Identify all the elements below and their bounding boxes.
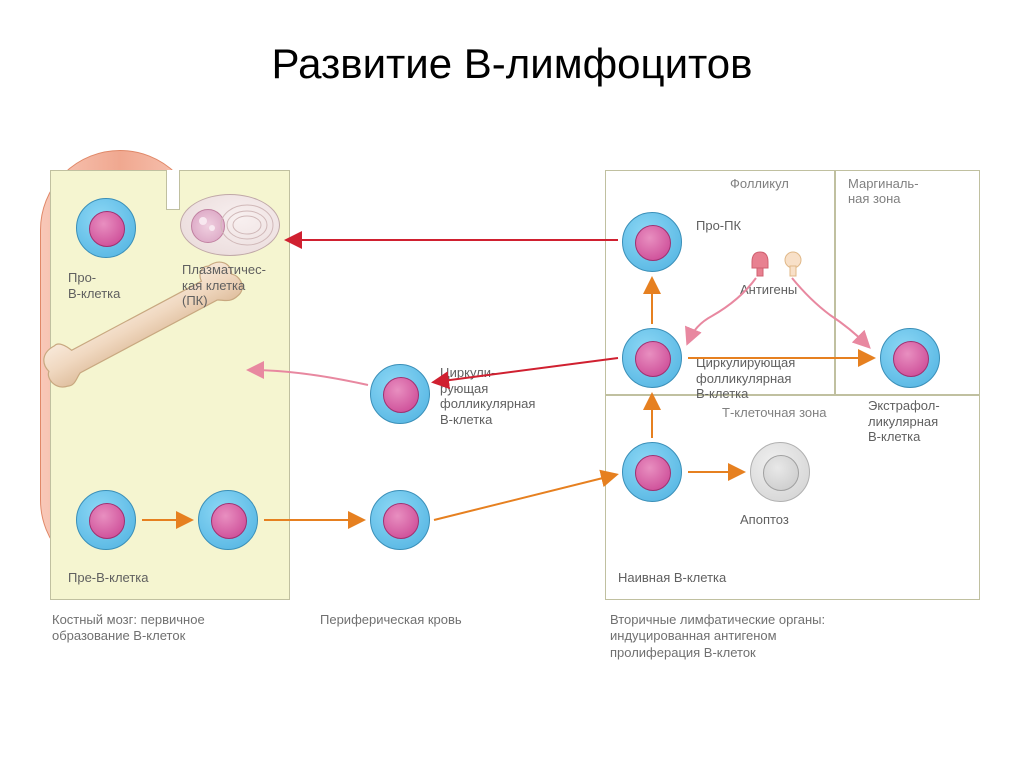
label-pro-b: Про- В-клетка — [68, 270, 120, 301]
label-extrafoll: Экстрафол- ликулярная В-клетка — [868, 398, 940, 445]
cell-pre-b-2 — [198, 490, 258, 550]
antigen-2-icon — [782, 250, 804, 283]
cell-pro-pk — [622, 212, 682, 272]
cell-pre-b-1 — [76, 490, 136, 550]
caption-blood: Периферическая кровь — [320, 612, 462, 628]
label-marginal: Маргиналь- ная зона — [848, 176, 919, 206]
label-pre-b: Пре-В-клетка — [68, 570, 149, 586]
label-follicle: Фолликул — [730, 176, 789, 191]
caption-bonemarrow: Костный мозг: первичное образование В-кл… — [52, 612, 205, 645]
label-circ-foll: Циркулирующая фолликулярная В-клетка — [696, 355, 795, 402]
diagram-canvas: Фолликул Маргиналь- ная зона Т-клеточная… — [40, 150, 984, 670]
cell-circ-foll — [622, 328, 682, 388]
label-naive-b: Наивная В-клетка — [618, 570, 726, 586]
cell-circ-foll-blood-1 — [370, 364, 430, 424]
cell-plasma — [180, 194, 280, 256]
caption-secondary: Вторичные лимфатические органы: индуциро… — [610, 612, 825, 661]
cell-blood-bottom — [370, 490, 430, 550]
label-plasma: Плазматичес- кая клетка (ПК) — [182, 262, 266, 309]
label-circ-foll-blood: Циркули- рующая фолликулярная В-клетка — [440, 365, 535, 427]
label-antigens: Антигены — [740, 282, 797, 298]
page-title: Развитие В-лимфоцитов — [0, 40, 1024, 88]
label-tcellzone: Т-клеточная зона — [722, 405, 827, 420]
label-apoptosis: Апоптоз — [740, 512, 789, 528]
cell-pro-b — [76, 198, 136, 258]
cell-extrafoll — [880, 328, 940, 388]
antigen-1-icon — [748, 250, 772, 283]
notch-divider — [166, 170, 180, 210]
cell-naive-b — [622, 442, 682, 502]
cell-apoptosis — [750, 442, 810, 502]
label-pro-pk: Про-ПК — [696, 218, 741, 234]
